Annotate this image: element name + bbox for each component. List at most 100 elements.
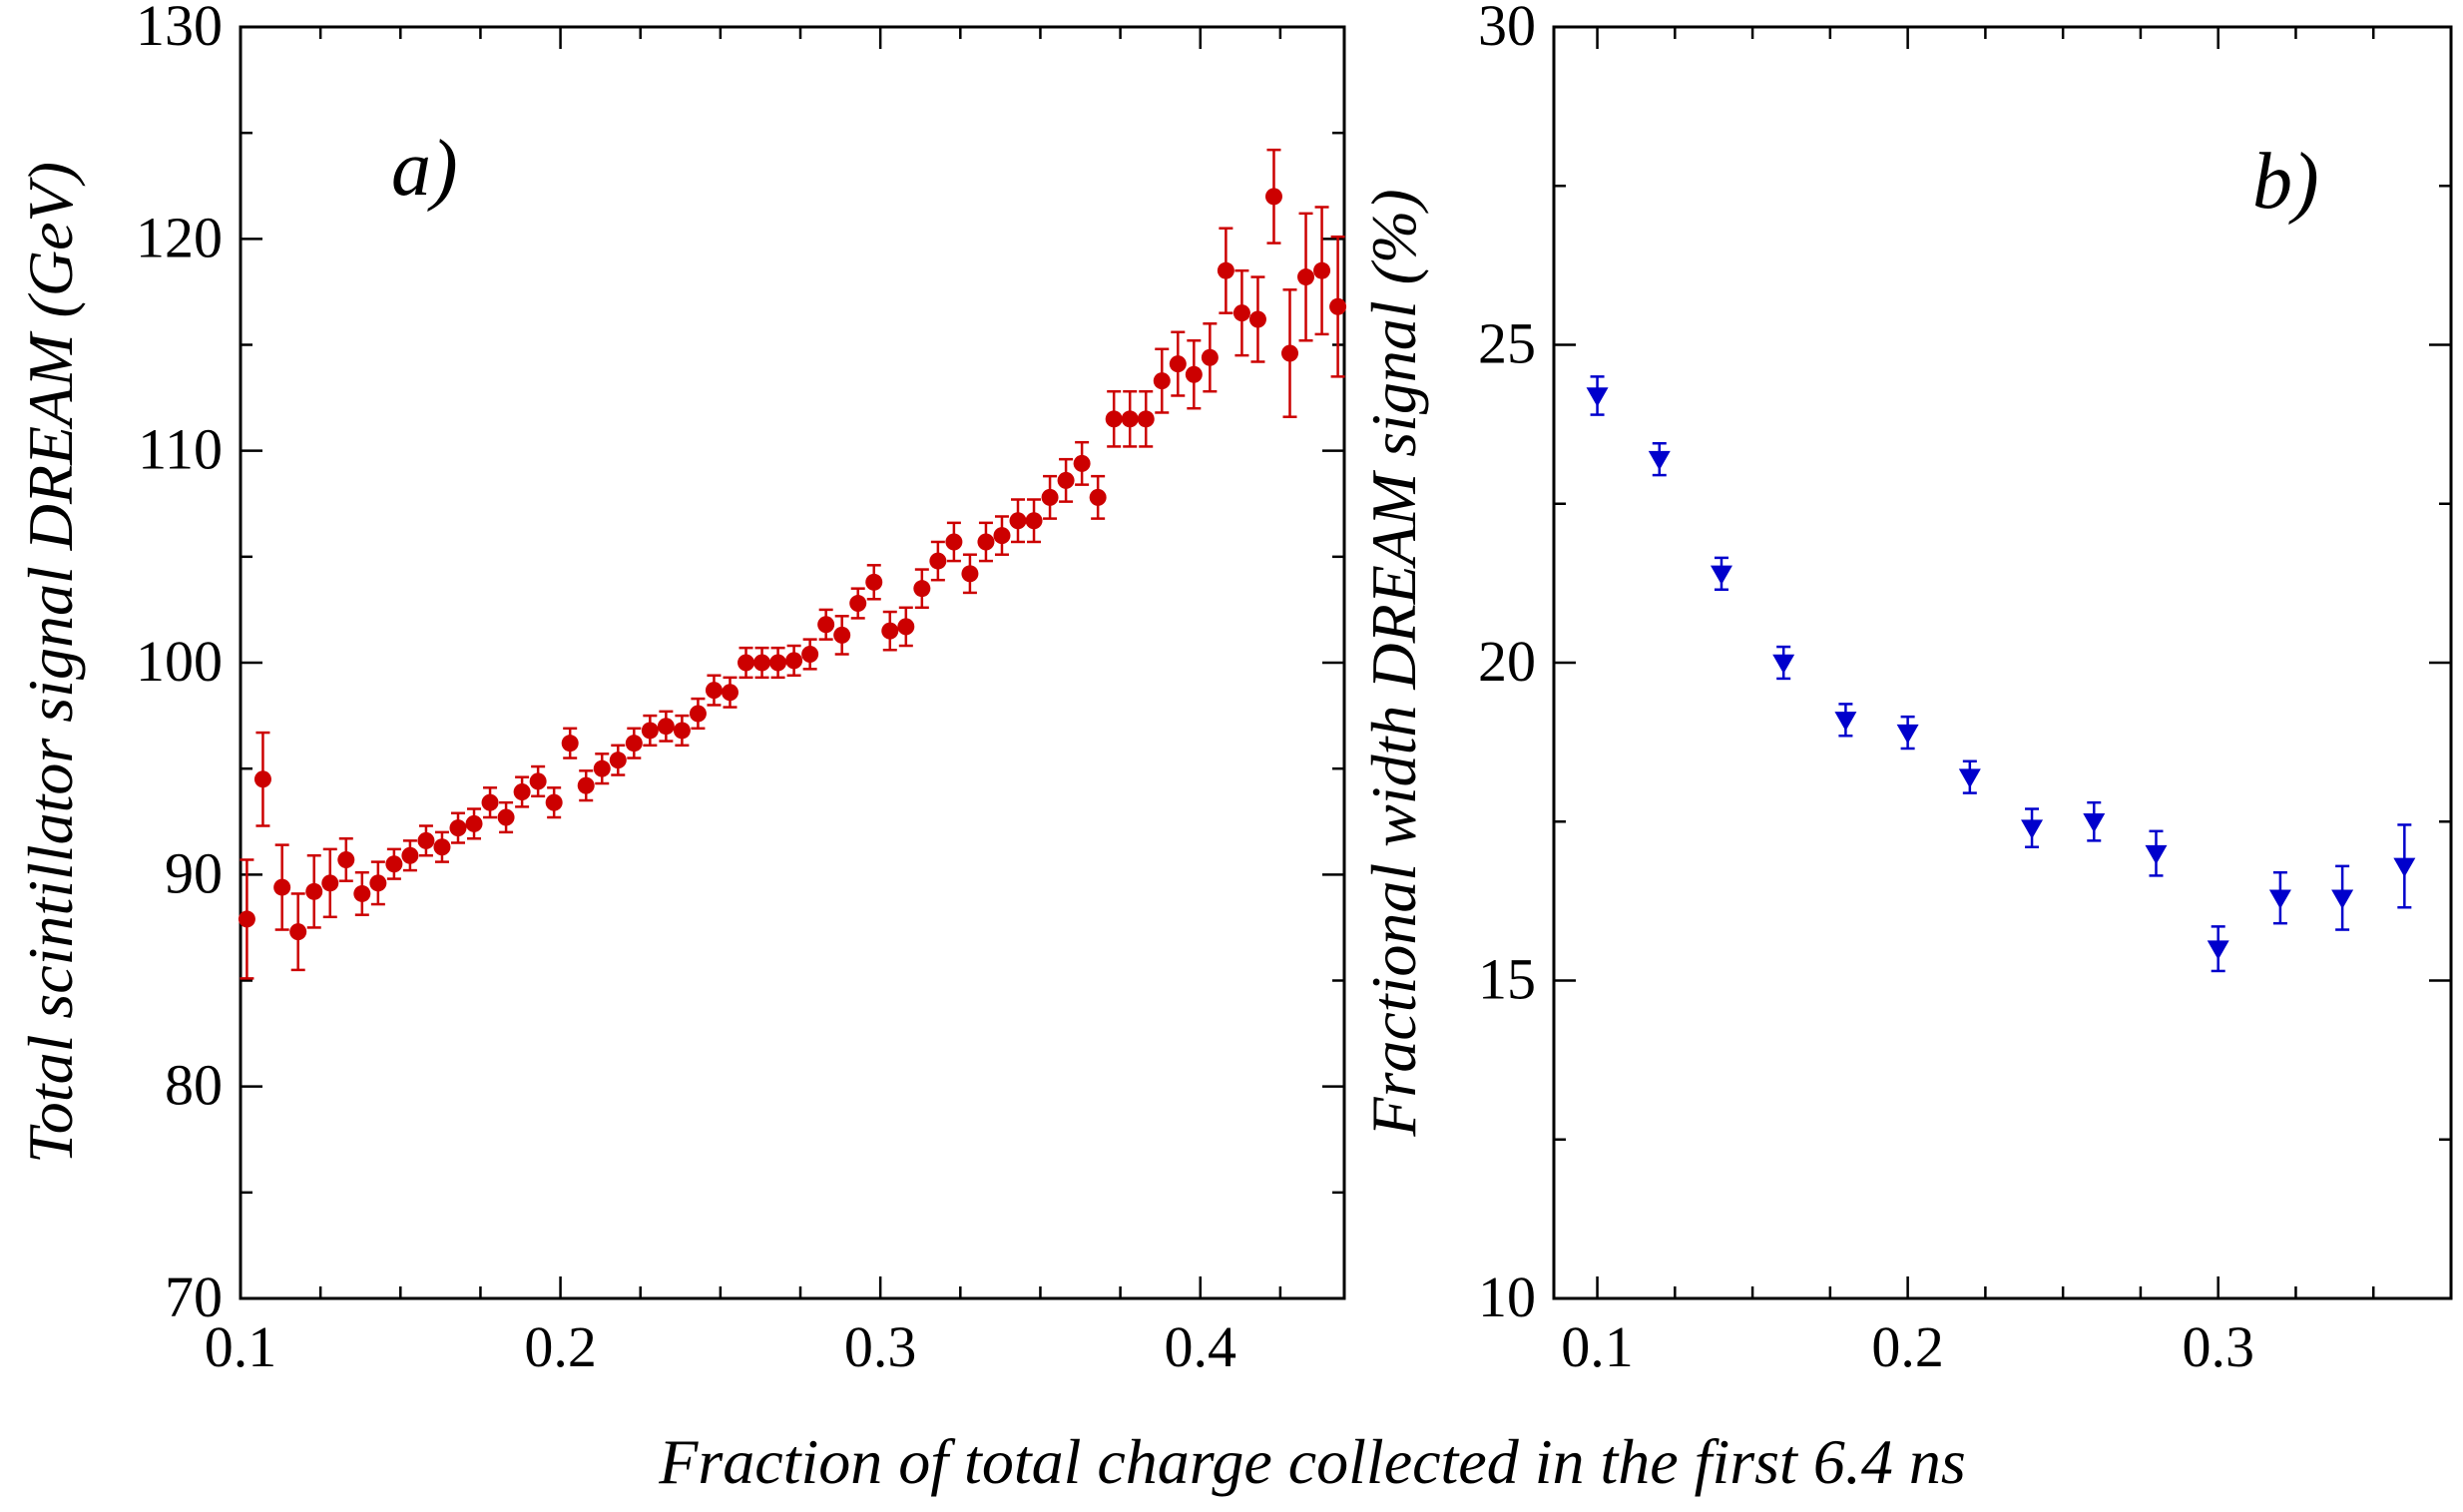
panel-a-data-point [513,775,531,808]
panel-b-data-point [1834,703,1857,738]
panel-a-ytick-label: 90 [165,840,223,905]
panel-a-xtick-label: 0.2 [524,1314,597,1379]
panel-a-data-point [253,731,271,827]
panel-b-data-point [2393,823,2416,909]
panel-a-data-point [721,676,739,709]
panel-b-data-point [1648,441,1671,477]
panel-b-points [1586,375,2416,973]
panel-a-data-point [1248,275,1266,363]
marker [481,793,499,811]
panel-a-data-point [1041,474,1059,520]
panel-b-ytick-label: 10 [1478,1264,1536,1329]
marker [593,759,611,777]
marker [2393,857,2416,877]
panel-b-ytick-label: 25 [1478,311,1536,376]
panel-a-xtick-label: 0.4 [1164,1314,1236,1379]
panel-b-data-point [1710,556,1732,591]
marker [253,770,271,788]
marker [1297,268,1315,286]
panel-b-data-point [1586,375,1609,416]
marker [801,646,819,664]
panel-a-data-point [529,764,547,798]
marker [1232,304,1250,322]
panel-a-data-point [1264,148,1282,245]
marker [2268,889,2291,909]
panel-a-data-point [545,786,563,819]
panel-a-data-point [897,606,915,648]
panel-a-data-point [738,646,755,680]
marker [849,595,867,613]
panel-a-data-point [1121,389,1139,448]
panel-a-data-point [817,608,835,641]
panel-a-data-point [753,646,771,680]
panel-a-ytick-label: 70 [165,1264,223,1329]
marker [1169,355,1187,373]
panel-a-data-point [961,553,979,595]
panel-a-data-point [1217,227,1234,314]
panel-b-data-point [2145,829,2168,877]
panel-a: a) Total scintillator signal DREAM (GeV)… [15,0,1347,1379]
panel-a-data-point [417,824,435,857]
panel-a-data-point [497,800,515,834]
marker [1264,188,1282,206]
marker [545,793,563,811]
marker [433,838,451,856]
marker [673,722,691,740]
marker [721,684,739,702]
marker [1137,410,1155,428]
marker [913,580,931,598]
panel-a-ytick-label: 120 [136,205,223,269]
panel-a-data-point [785,644,803,677]
marker [353,884,371,902]
marker [769,654,787,672]
marker [449,819,467,837]
panel-a-data-point [1201,322,1219,393]
marker [497,808,515,826]
marker [657,718,675,736]
panel-a-data-point [1009,498,1027,544]
panel-b-data-point [1958,759,1981,794]
panel-a-ytick-label: 100 [136,629,223,694]
marker [1121,410,1139,428]
panel-a-data-point [273,843,291,931]
marker [385,855,403,873]
marker [1185,365,1203,383]
panel-a-data-point [305,853,323,929]
marker [2331,889,2354,909]
panel-a-data-point [593,753,611,785]
marker [1041,488,1059,506]
marker [1772,654,1795,674]
panel-a-data-point [449,811,467,844]
panel-b-xtick-label: 0.2 [1871,1314,1944,1379]
marker [609,752,627,769]
marker [961,565,979,583]
marker [337,850,355,868]
marker [897,618,915,636]
panel-a-data-point [1153,347,1171,414]
panel-a-data-point [1073,440,1091,486]
panel-a-data-point [1137,389,1155,448]
marker [753,654,771,672]
marker [1217,261,1234,279]
panel-a-data-point [433,830,451,863]
panel-a-ytick-label: 80 [165,1053,223,1118]
marker [305,882,323,900]
marker [641,722,659,740]
marker [321,874,339,892]
panel-a-data-point [401,839,419,872]
marker [1201,348,1219,366]
panel-a-data-point [801,638,819,671]
marker [1648,450,1671,471]
marker [785,652,803,670]
panel-a-data-point [353,870,371,916]
panel-a-data-point [238,858,255,980]
marker [465,814,483,832]
panel-b-data-point [2021,807,2044,848]
panel-b-data-point [2207,925,2229,973]
marker [945,533,963,551]
panel-a-data-point [865,564,883,601]
panel-b-data-point [2268,870,2291,925]
panel-a-axes: 0.1 0.2 0.3 0.4 70 80 90 100 110 120 130 [136,0,1344,1379]
panel-a-data-point [1329,235,1347,378]
panel-b: b) Fractional width DREAM signal (%) 0.1… [1358,0,2453,1379]
